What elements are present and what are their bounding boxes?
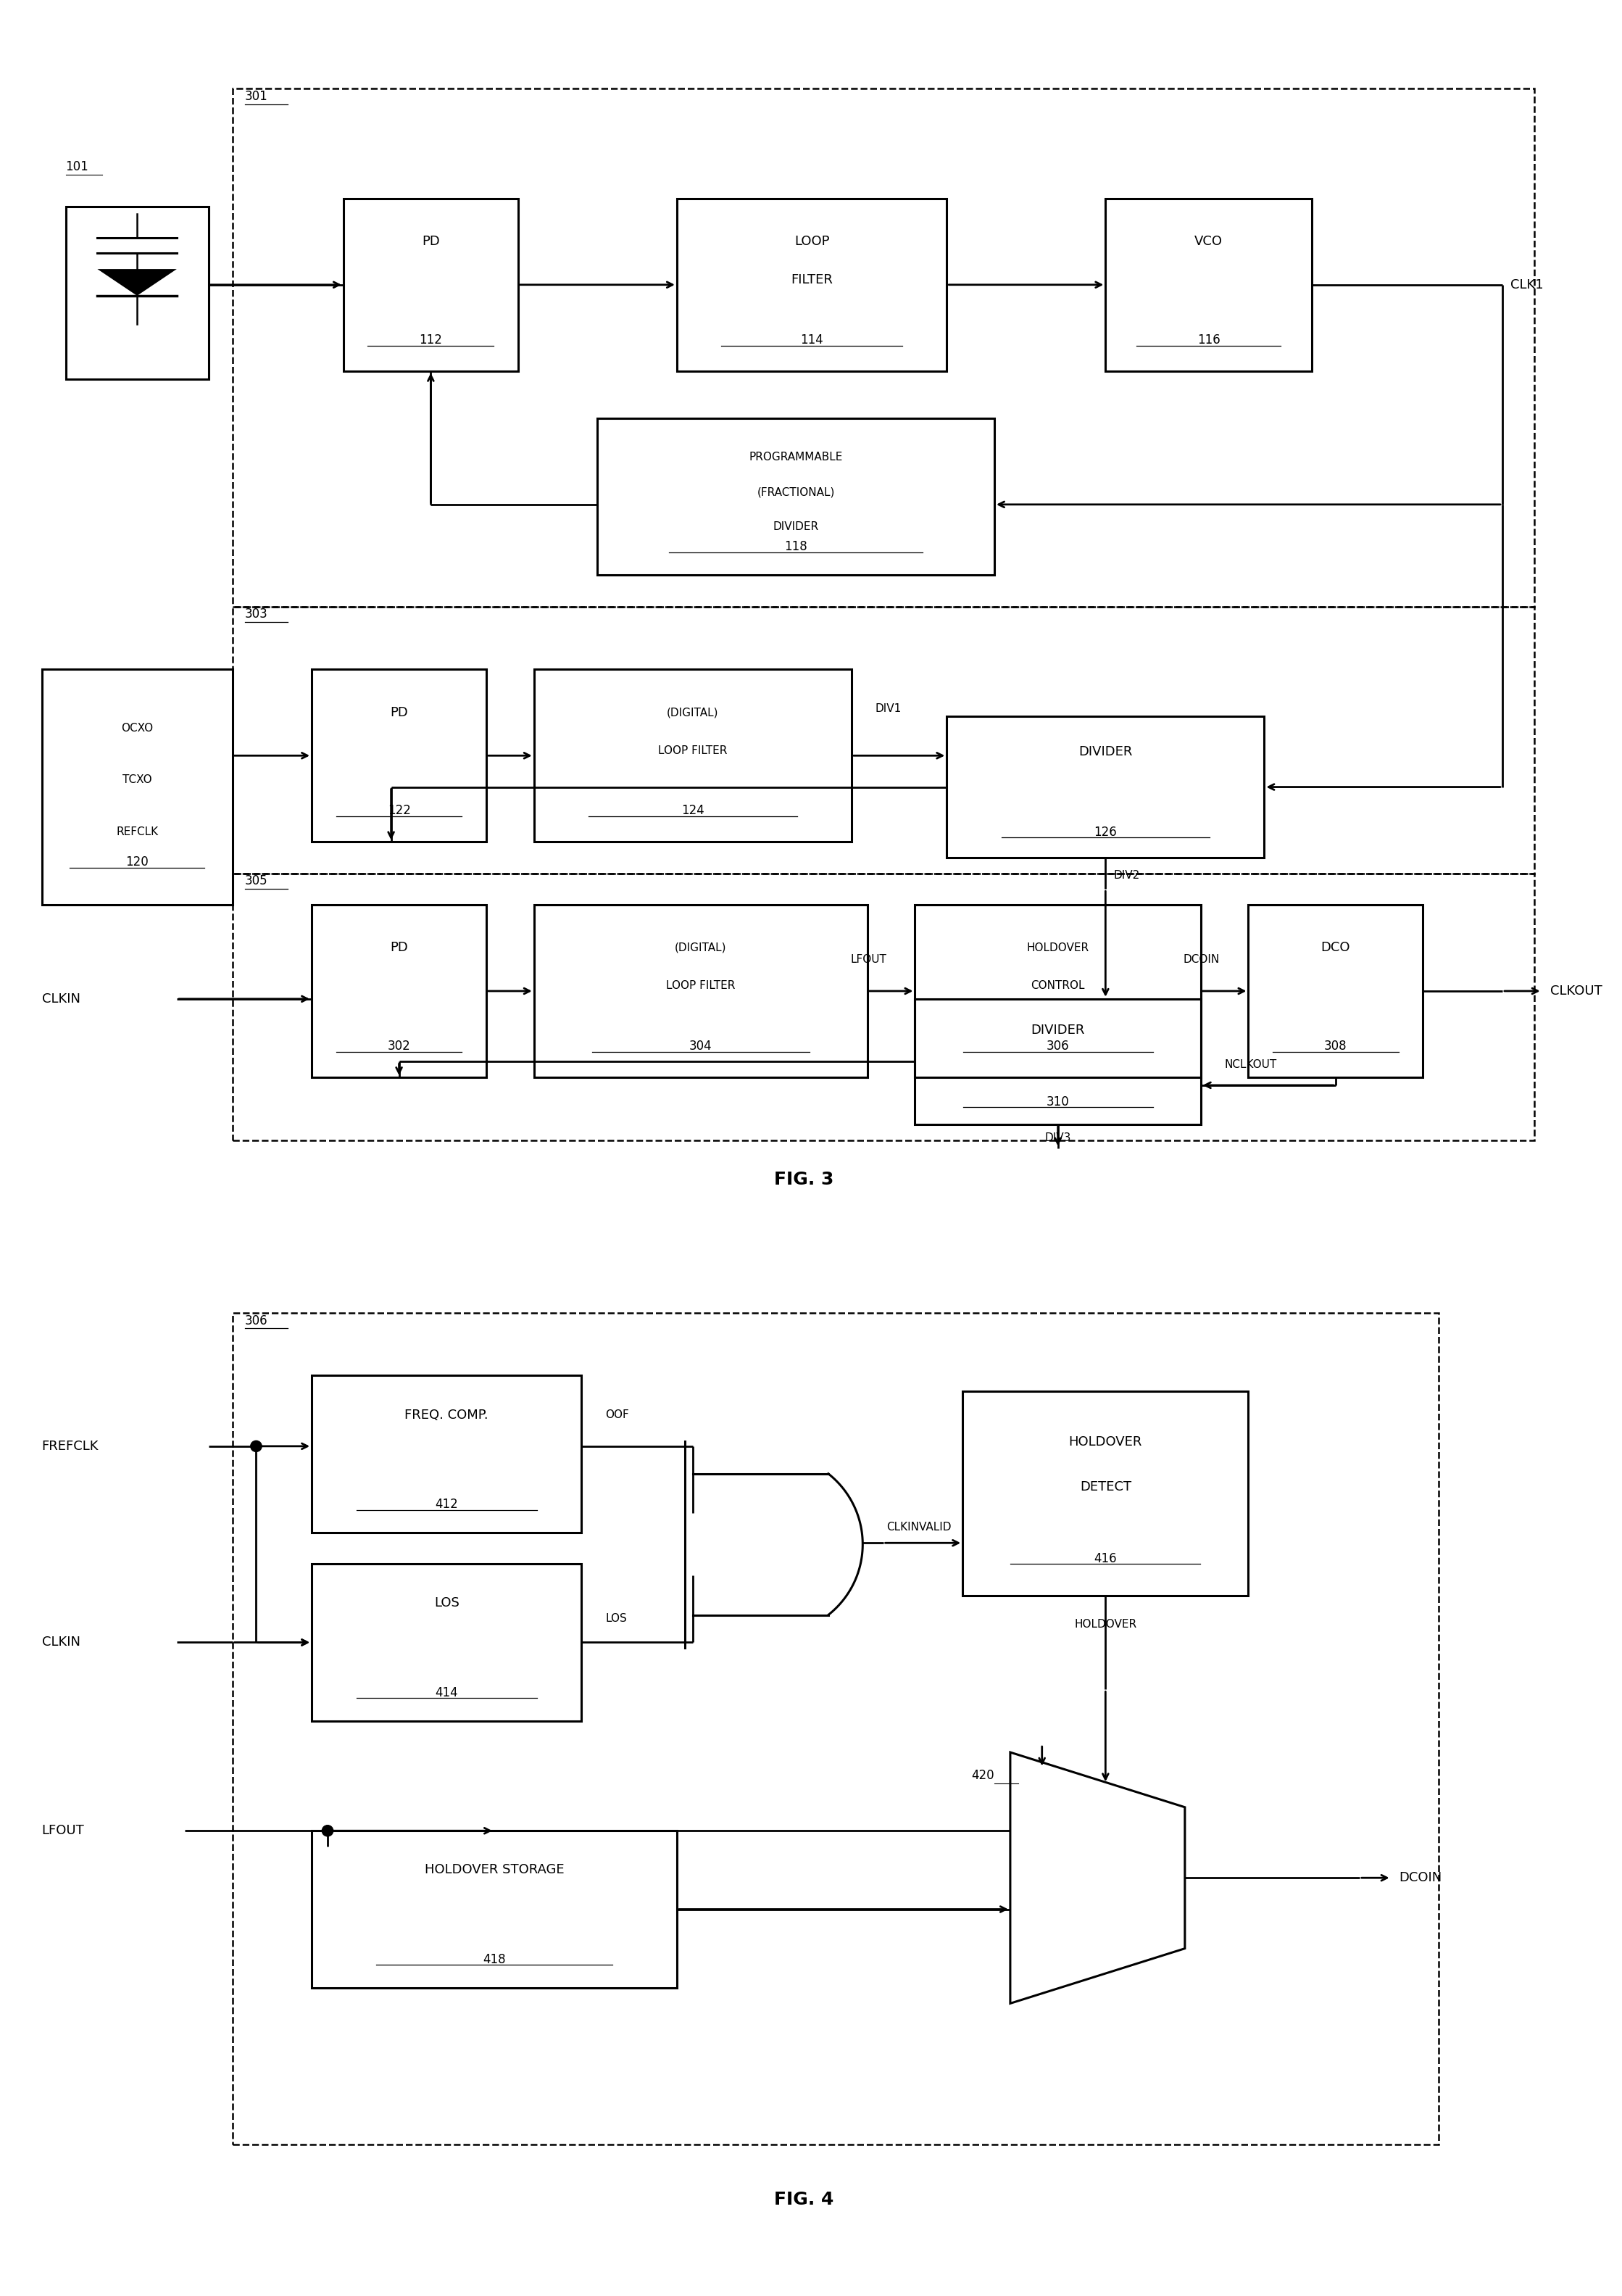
Text: 304: 304 <box>689 1040 712 1054</box>
Bar <box>311 905 487 1077</box>
Text: LFOUT: LFOUT <box>850 955 886 964</box>
Text: (DIGITAL): (DIGITAL) <box>675 941 727 953</box>
Circle shape <box>250 1440 261 1451</box>
Bar <box>344 197 517 372</box>
Text: 112: 112 <box>418 333 443 347</box>
Text: FIG. 3: FIG. 3 <box>774 1171 834 1187</box>
Text: FILTER: FILTER <box>792 273 832 287</box>
Text: FREFCLK: FREFCLK <box>42 1440 99 1453</box>
Text: DIVIDER: DIVIDER <box>774 521 819 533</box>
Bar <box>311 1830 676 1988</box>
Text: DCO: DCO <box>1320 941 1351 955</box>
Text: (FRACTIONAL): (FRACTIONAL) <box>757 487 835 498</box>
Text: VCO: VCO <box>1194 234 1223 248</box>
Text: TCXO: TCXO <box>122 774 152 785</box>
Bar <box>232 606 1534 872</box>
Text: (DIGITAL): (DIGITAL) <box>667 707 719 719</box>
Text: 420: 420 <box>972 1770 994 1782</box>
Bar <box>65 207 209 379</box>
Text: DETECT: DETECT <box>1080 1481 1131 1495</box>
Bar <box>947 716 1264 859</box>
Text: 418: 418 <box>483 1954 506 1965</box>
Text: DIVIDER: DIVIDER <box>1079 746 1132 758</box>
Text: LOOP FILTER: LOOP FILTER <box>659 744 727 755</box>
Text: LOS: LOS <box>605 1614 628 1623</box>
Text: LOOP: LOOP <box>795 234 829 248</box>
Text: 308: 308 <box>1324 1040 1348 1054</box>
Text: OOF: OOF <box>605 1410 629 1421</box>
Text: CLKOUT: CLKOUT <box>1551 985 1603 996</box>
Text: OCXO: OCXO <box>122 723 152 735</box>
Text: CONTROL: CONTROL <box>1032 980 1085 992</box>
Bar <box>1249 905 1422 1077</box>
Text: DCOIN: DCOIN <box>1184 955 1220 964</box>
Bar <box>915 905 1200 1077</box>
Text: FIG. 4: FIG. 4 <box>774 2190 834 2209</box>
Text: CLK1: CLK1 <box>1510 278 1544 292</box>
Text: 310: 310 <box>1046 1095 1069 1109</box>
Bar <box>676 197 947 372</box>
Text: 124: 124 <box>681 804 704 817</box>
Text: HOLDOVER STORAGE: HOLDOVER STORAGE <box>425 1864 564 1876</box>
Text: 302: 302 <box>388 1040 410 1054</box>
Bar <box>534 905 868 1077</box>
Bar <box>597 418 994 574</box>
Text: 303: 303 <box>245 608 268 620</box>
Text: 306: 306 <box>245 1313 268 1327</box>
Text: 118: 118 <box>785 540 808 553</box>
Text: FREQ. COMP.: FREQ. COMP. <box>406 1407 488 1421</box>
Text: 122: 122 <box>388 804 410 817</box>
Text: HOLDOVER: HOLDOVER <box>1069 1435 1142 1449</box>
Circle shape <box>323 1825 333 1837</box>
Text: DIV1: DIV1 <box>876 703 902 714</box>
Text: 116: 116 <box>1197 333 1220 347</box>
Text: LFOUT: LFOUT <box>42 1825 84 1837</box>
Text: DIV3: DIV3 <box>1045 1132 1071 1143</box>
Bar <box>311 1375 582 1531</box>
Text: PD: PD <box>389 941 409 955</box>
Text: 120: 120 <box>125 856 149 868</box>
Text: HOLDOVER: HOLDOVER <box>1027 941 1088 953</box>
Text: CLKIN: CLKIN <box>42 992 79 1006</box>
Text: CLKINVALID: CLKINVALID <box>886 1522 950 1534</box>
Text: HOLDOVER: HOLDOVER <box>1074 1619 1137 1630</box>
Text: PD: PD <box>422 234 440 248</box>
Text: LOS: LOS <box>435 1596 459 1609</box>
Bar <box>1106 197 1312 372</box>
Text: REFCLK: REFCLK <box>117 827 157 838</box>
Text: LOOP FILTER: LOOP FILTER <box>667 980 735 992</box>
Bar <box>232 872 1534 1141</box>
Text: 126: 126 <box>1093 827 1118 838</box>
Text: 416: 416 <box>1093 1552 1118 1566</box>
Text: PROGRAMMABLE: PROGRAMMABLE <box>749 452 843 464</box>
Text: CLKIN: CLKIN <box>42 1635 79 1649</box>
Text: DIVIDER: DIVIDER <box>1032 1024 1085 1038</box>
Text: 101: 101 <box>65 161 89 174</box>
Text: 414: 414 <box>435 1685 457 1699</box>
Bar <box>962 1391 1249 1596</box>
Bar <box>232 90 1534 606</box>
Text: NCLKOUT: NCLKOUT <box>1225 1058 1277 1070</box>
Bar <box>42 670 232 905</box>
Bar <box>915 999 1200 1125</box>
Bar <box>232 1313 1439 2144</box>
Text: 306: 306 <box>1046 1040 1069 1054</box>
Text: 412: 412 <box>435 1497 457 1511</box>
Bar <box>311 670 487 843</box>
Text: PD: PD <box>389 705 409 719</box>
Text: 305: 305 <box>245 875 268 889</box>
Bar <box>534 670 852 843</box>
Polygon shape <box>97 269 177 296</box>
Text: DCOIN: DCOIN <box>1400 1871 1442 1885</box>
Text: 301: 301 <box>245 90 268 103</box>
Bar <box>311 1564 582 1722</box>
Text: DIV2: DIV2 <box>1113 870 1140 882</box>
Text: 114: 114 <box>800 333 824 347</box>
